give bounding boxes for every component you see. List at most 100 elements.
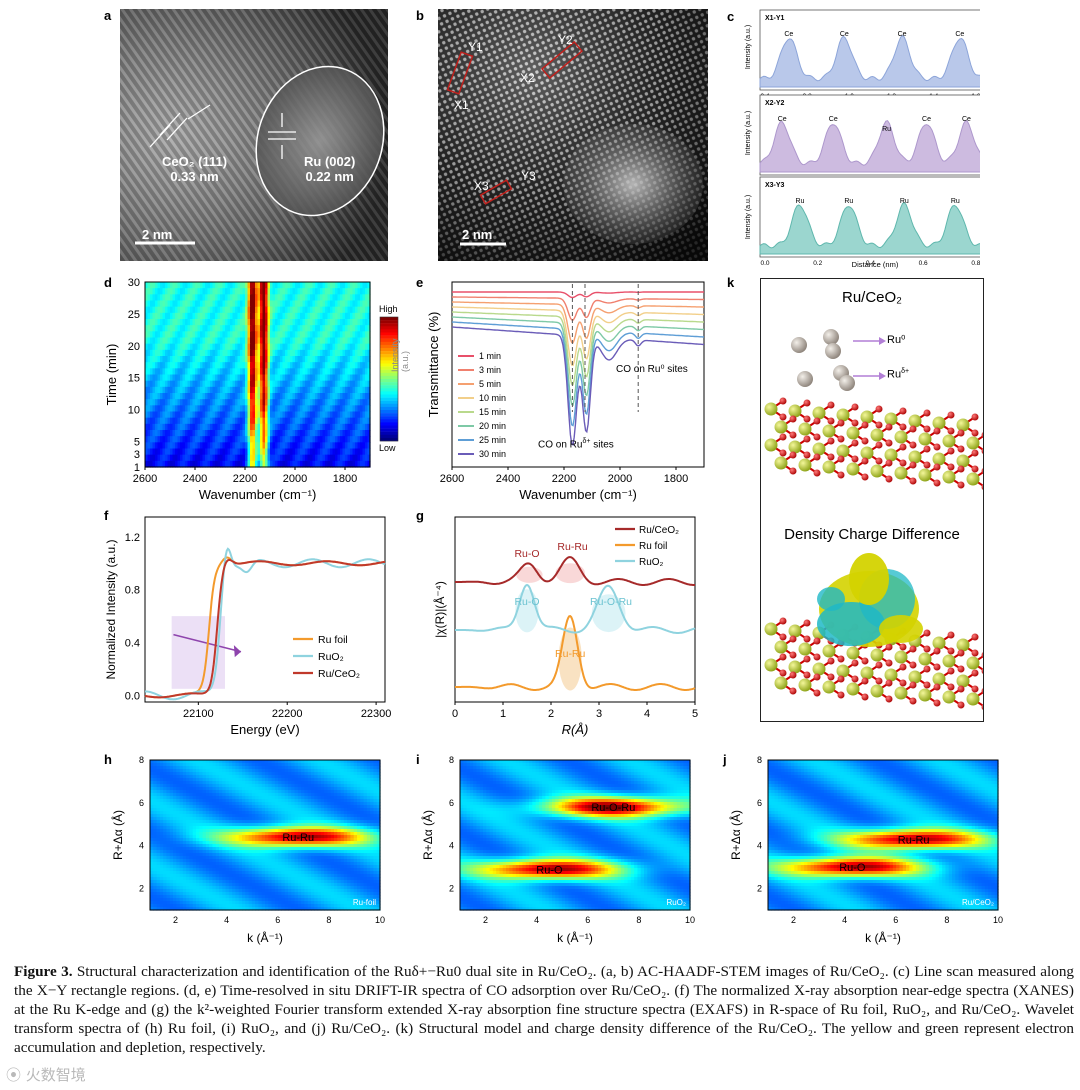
d-cell: [200, 423, 204, 431]
h-cell: [242, 784, 246, 788]
h-cell: [186, 793, 191, 797]
d-cell: [302, 331, 306, 339]
d-cell: [250, 343, 254, 351]
h-cell: [320, 790, 325, 794]
d-cell: [330, 300, 334, 308]
h-cell: [363, 790, 368, 794]
h-cell: [196, 769, 200, 773]
d-cell: [367, 288, 371, 295]
d-cell: [205, 337, 209, 345]
d-cell: [235, 294, 239, 302]
d-cell: [165, 393, 169, 400]
h-cell: [159, 799, 164, 803]
h-cell: [366, 796, 371, 800]
d-cell: [205, 368, 209, 376]
d-cell: [292, 380, 296, 388]
d-cell: [207, 343, 211, 351]
d-cell: [285, 442, 289, 450]
d-cell: [365, 386, 369, 394]
d-cell: [232, 362, 236, 369]
d-cell: [157, 300, 161, 308]
d-cell: [355, 442, 359, 450]
d-cell: [145, 343, 149, 351]
d-cell: [335, 374, 339, 382]
d-cell: [290, 356, 294, 363]
h-cell: [330, 817, 335, 821]
d-cell: [362, 325, 366, 332]
d-cell: [277, 448, 281, 456]
d-cell: [255, 448, 259, 456]
h-cell: [238, 769, 243, 773]
d-cell: [207, 349, 211, 357]
h-cell: [360, 811, 365, 815]
d-cell: [345, 325, 349, 332]
d-cell: [165, 430, 169, 437]
d-cell: [242, 448, 246, 456]
d-cell: [147, 442, 151, 450]
c-xtick: 0.4: [866, 260, 875, 267]
h-cell: [297, 808, 302, 812]
k-o-atom: [957, 429, 965, 437]
h-cell: [261, 793, 266, 797]
h-cell: [186, 796, 191, 800]
d-cell: [337, 417, 341, 425]
h-cell: [255, 766, 260, 770]
d-cell: [327, 362, 331, 369]
d-cell: [247, 349, 251, 357]
h-cell: [320, 805, 325, 809]
d-cell: [175, 343, 179, 351]
d-cell: [197, 430, 201, 437]
d-cell: [195, 460, 199, 468]
d-cell: [272, 325, 276, 332]
d-cell: [217, 417, 221, 425]
h-cell: [271, 805, 276, 809]
d-cell: [302, 386, 306, 394]
d-cell: [265, 411, 269, 419]
h-cell: [297, 781, 302, 785]
d-cell: [347, 393, 351, 400]
d-cell: [262, 411, 266, 419]
h-cell: [347, 799, 352, 803]
h-cell: [225, 760, 230, 764]
e-series-2: [452, 296, 704, 321]
k-o-atom: [827, 453, 835, 461]
d-cell: [275, 454, 279, 462]
h-cell: [228, 799, 233, 803]
d-cell: [325, 380, 329, 388]
h-cell: [278, 775, 283, 779]
d-cell: [227, 405, 231, 413]
d-cell: [310, 356, 314, 363]
h-cell: [366, 826, 371, 830]
d-cell: [330, 448, 334, 456]
d-cell: [172, 460, 176, 468]
d-cell: [305, 337, 309, 345]
h-cell: [291, 787, 296, 791]
d-cell: [155, 386, 159, 394]
d-cell: [285, 325, 289, 332]
h-cell: [169, 820, 174, 824]
k-o-atom: [837, 675, 845, 683]
h-cell: [274, 790, 279, 794]
d-cell: [355, 448, 359, 456]
h-cell: [245, 805, 250, 809]
d-cell: [332, 356, 336, 363]
d-cell: [270, 386, 274, 394]
d-cell: [300, 442, 304, 450]
d-cell: [367, 430, 371, 437]
h-cell: [258, 811, 263, 815]
d-cell: [152, 349, 156, 357]
d-cell: [352, 380, 356, 388]
d-cell: [170, 300, 174, 308]
h-cell: [347, 778, 352, 782]
d-cell: [225, 331, 229, 339]
d-cell: [337, 362, 341, 369]
k-o-atom: [851, 439, 859, 447]
h-cell: [340, 814, 345, 818]
d-cell: [217, 393, 221, 400]
d-cell: [192, 374, 196, 382]
d-cell: [322, 380, 326, 388]
k-ce-atom: [894, 430, 908, 444]
d-cell: [227, 312, 231, 320]
d-cell: [265, 362, 269, 369]
h-cell: [179, 826, 184, 830]
